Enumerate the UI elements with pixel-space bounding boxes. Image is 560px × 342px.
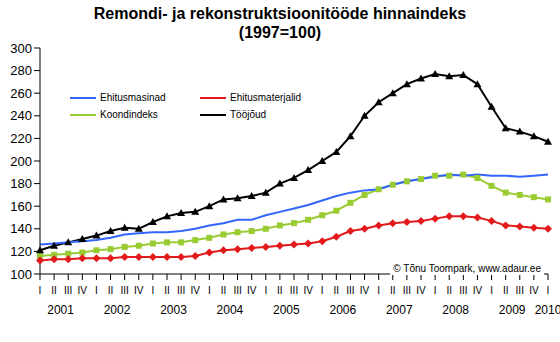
svg-text:II: II [390,285,396,296]
svg-text:2004: 2004 [217,303,244,317]
svg-text:II: II [334,285,340,296]
svg-text:III: III [346,285,354,296]
svg-text:260: 260 [10,86,32,101]
svg-text:I: I [547,285,550,296]
svg-text:140: 140 [10,221,32,236]
svg-text:2009: 2009 [499,303,526,317]
svg-text:II: II [277,285,283,296]
svg-text:IV: IV [303,285,313,296]
svg-text:III: III [516,285,524,296]
svg-text:2005: 2005 [273,303,300,317]
html-text:Remondi- ja rekonstruktsioonit: Remondi- ja rekonstruktsioonitööde hinna… [93,5,467,22]
svg-text:III: III [64,285,72,296]
svg-text:I: I [321,285,324,296]
svg-text:300: 300 [10,41,32,56]
html-text:(1997=100): (1997=100) [238,24,322,41]
html-text:Ehitusmasinad: Ehitusmasinad [100,92,166,103]
svg-text:2010: 2010 [535,303,552,317]
svg-text:IV: IV [473,285,483,296]
html-text:© Tõnu Toompark, www.adaur.ee: © Tõnu Toompark, www.adaur.ee [393,263,541,274]
svg-text:240: 240 [10,108,32,123]
svg-text:III: III [290,285,298,296]
svg-text:120: 120 [10,244,32,259]
svg-text:I: I [39,285,42,296]
svg-text:IV: IV [78,285,88,296]
svg-text:II: II [51,285,57,296]
svg-text:II: II [221,285,227,296]
svg-text:2001: 2001 [47,303,74,317]
html-text:Koondindeks: Koondindeks [100,109,158,120]
svg-text:III: III [233,285,241,296]
html-text:Ehitusmaterjalid: Ehitusmaterjalid [230,92,302,103]
svg-text:III: III [459,285,467,296]
svg-text:I: I [490,285,493,296]
svg-text:III: III [177,285,185,296]
svg-text:I: I [377,285,380,296]
svg-text:IV: IV [529,285,539,296]
svg-text:III: III [403,285,411,296]
svg-text:2002: 2002 [104,303,131,317]
svg-text:IV: IV [416,285,426,296]
svg-text:I: I [208,285,211,296]
svg-text:2007: 2007 [386,303,413,317]
svg-text:I: I [434,285,437,296]
svg-text:II: II [164,285,170,296]
svg-text:IV: IV [134,285,144,296]
svg-text:2008: 2008 [442,303,469,317]
svg-text:220: 220 [10,131,32,146]
svg-text:IV: IV [247,285,257,296]
html-text:Tööjõud: Tööjõud [230,109,267,120]
svg-text:II: II [503,285,509,296]
svg-text:I: I [264,285,267,296]
svg-text:2003: 2003 [160,303,187,317]
svg-text:200: 200 [10,154,32,169]
svg-text:280: 280 [10,63,32,78]
svg-text:II: II [108,285,114,296]
svg-text:I: I [95,285,98,296]
svg-text:160: 160 [10,199,32,214]
svg-text:II: II [446,285,452,296]
svg-text:180: 180 [10,176,32,191]
svg-text:IV: IV [190,285,200,296]
svg-text:IV: IV [360,285,370,296]
svg-text:I: I [151,285,154,296]
svg-text:2006: 2006 [329,303,356,317]
svg-text:100: 100 [10,267,32,282]
svg-text:III: III [120,285,128,296]
